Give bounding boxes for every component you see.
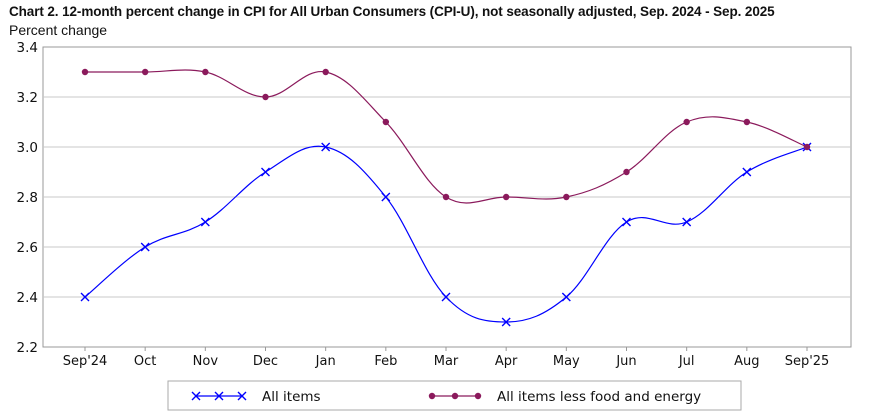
data-point xyxy=(683,118,690,126)
data-point xyxy=(141,68,149,76)
y-tick-label: 3.4 xyxy=(17,40,38,56)
data-point xyxy=(743,118,751,126)
x-tick-label: Sep'24 xyxy=(63,354,108,369)
series-0 xyxy=(80,142,812,327)
y-tick-label: 2.2 xyxy=(17,340,38,356)
data-point xyxy=(80,292,90,302)
legend-marker xyxy=(237,391,247,401)
data-point xyxy=(140,242,150,252)
legend-label: All items xyxy=(262,389,321,405)
data-point xyxy=(382,118,390,126)
data-point xyxy=(742,167,752,177)
data-point xyxy=(563,193,570,201)
data-point xyxy=(682,217,692,227)
y-tick-label: 2.8 xyxy=(17,190,38,206)
x-tick-label: Jun xyxy=(615,354,636,369)
legend-marker xyxy=(474,392,482,400)
legend-marker xyxy=(191,391,201,401)
data-point xyxy=(622,217,631,227)
legend-label: All items less food and energy xyxy=(497,389,701,405)
x-tick-label: Dec xyxy=(253,354,278,369)
y-tick-label: 3.2 xyxy=(17,90,38,106)
data-point xyxy=(803,143,811,151)
data-point xyxy=(561,292,571,302)
data-point xyxy=(322,68,329,76)
y-axis-label: Percent change xyxy=(9,22,108,38)
data-point xyxy=(81,68,89,76)
y-tick-label: 3.0 xyxy=(17,140,38,156)
x-tick-label: Feb xyxy=(374,354,397,369)
data-point xyxy=(442,193,450,201)
x-tick-label: Jul xyxy=(678,354,695,369)
y-tick-label: 2.4 xyxy=(17,290,38,306)
x-tick-label: May xyxy=(553,354,580,369)
y-tick-label: 2.6 xyxy=(17,240,38,256)
x-tick-label: Apr xyxy=(495,354,518,369)
legend-item: All items xyxy=(191,389,321,405)
x-tick-label: Sep'25 xyxy=(785,354,830,369)
x-tick-label: Oct xyxy=(134,354,156,369)
legend-item: All items less food and energy xyxy=(428,389,701,405)
data-point xyxy=(321,142,331,152)
data-point xyxy=(441,292,451,302)
data-point xyxy=(381,192,391,202)
series-1 xyxy=(81,68,811,204)
data-point xyxy=(262,93,269,101)
chart-title: Chart 2. 12-month percent change in CPI … xyxy=(9,4,775,19)
x-tick-label: Aug xyxy=(734,354,759,369)
x-tick-label: Jan xyxy=(315,354,336,369)
x-tick-label: Nov xyxy=(193,354,219,369)
legend-marker xyxy=(451,392,459,400)
data-point xyxy=(623,168,630,176)
legend: All items All items less food and energy xyxy=(167,380,742,411)
data-point xyxy=(502,193,510,201)
legend-marker xyxy=(214,391,224,401)
legend-marker xyxy=(428,392,436,400)
data-point xyxy=(501,317,511,327)
data-point xyxy=(200,217,210,227)
data-point xyxy=(261,167,270,177)
x-tick-label: Mar xyxy=(434,354,459,369)
data-point xyxy=(202,68,209,76)
